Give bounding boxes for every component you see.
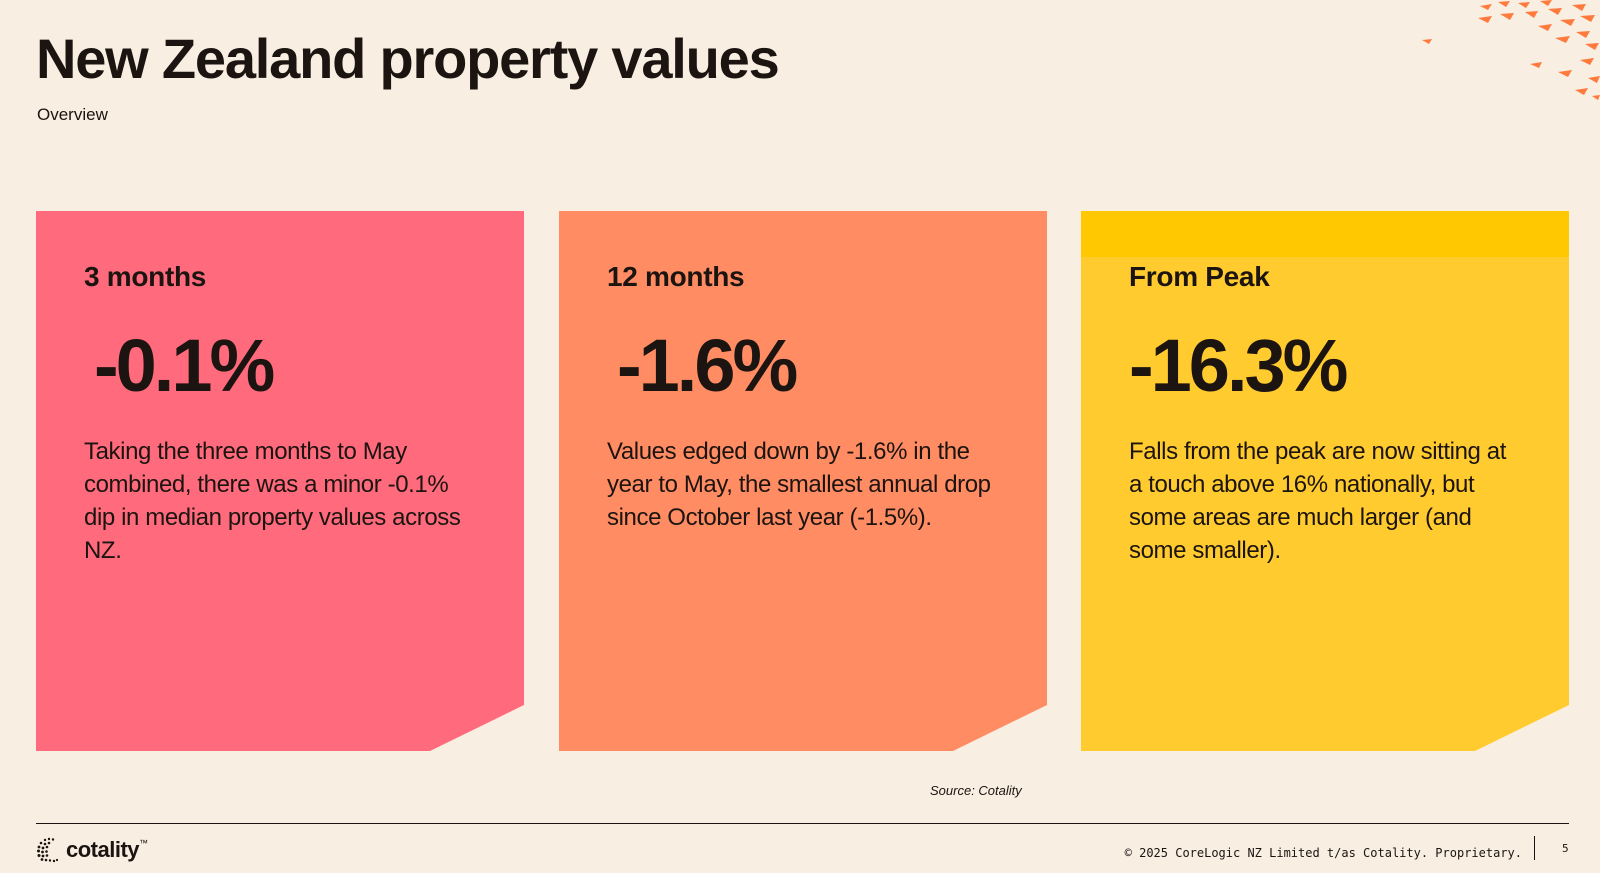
card-from-peak: From Peak -16.3% Falls from the peak are… <box>1081 211 1569 751</box>
cotality-logo-icon <box>37 837 59 863</box>
card-label: 12 months <box>607 261 745 292</box>
card-3-months-background <box>36 211 524 751</box>
source-note: Source: Cotality <box>930 783 1022 798</box>
card-value: -0.1% <box>94 324 275 407</box>
decorative-triangles-graphic <box>1422 0 1600 100</box>
card-description: Falls from the peak are now sitting at a… <box>1129 438 1506 564</box>
trademark-mark: ™ <box>139 838 149 848</box>
cotality-logo: cotality ™ <box>36 834 148 866</box>
page-title: New Zealand property values <box>36 27 780 90</box>
card-value: -16.3% <box>1129 324 1348 407</box>
card-label: From Peak <box>1129 261 1270 292</box>
page-number: 5 <box>1562 842 1569 855</box>
card-12-months: 12 months -1.6% Values edged down by -1.… <box>559 211 1047 751</box>
card-description: Values edged down by -1.6% in the year t… <box>607 438 991 531</box>
card-from-peak-background <box>1081 211 1569 751</box>
footer-separator <box>1534 836 1535 860</box>
cotality-logo-text: cotality <box>66 837 140 862</box>
card-description: Taking the three months to May combined,… <box>84 438 461 564</box>
card-12-months-background <box>559 211 1047 751</box>
card-label: 3 months <box>84 261 207 292</box>
footer-divider <box>36 823 1569 824</box>
copyright-notice: © 2025 CoreLogic NZ Limited t/as Cotalit… <box>1124 846 1522 860</box>
page-subtitle: Overview <box>37 105 108 124</box>
card-3-months: 3 months -0.1% Taking the three months t… <box>36 211 524 751</box>
card-value: -1.6% <box>617 324 798 407</box>
